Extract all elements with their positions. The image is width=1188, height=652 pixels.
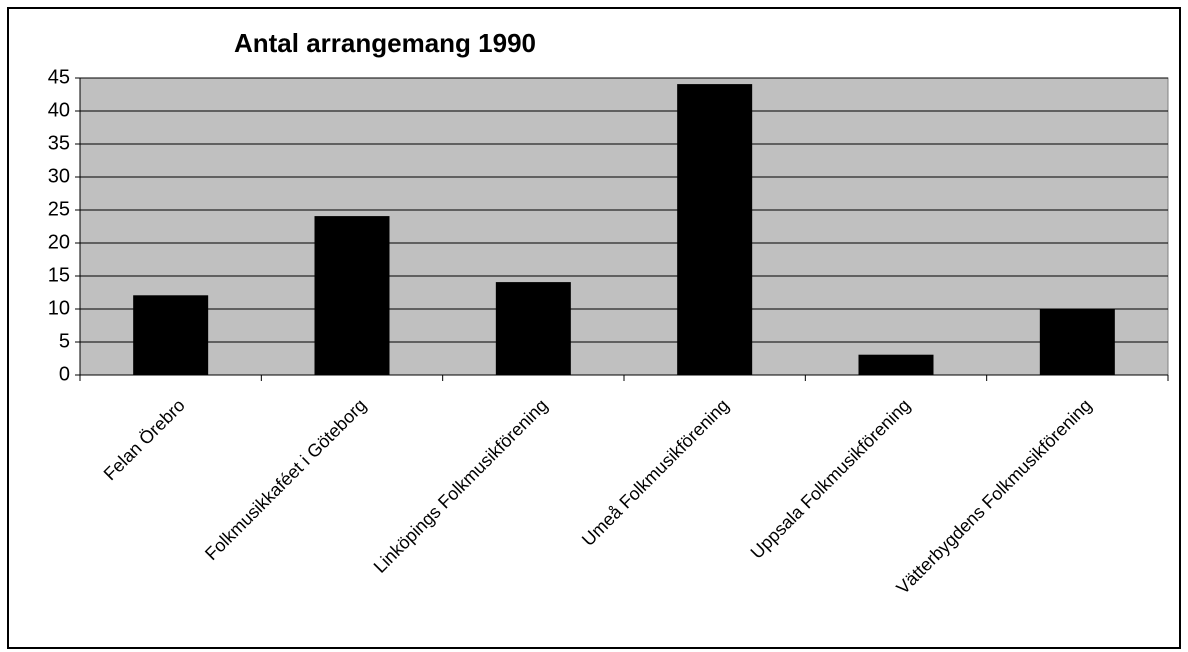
plot-area [79, 77, 1169, 376]
y-tick-label: 10 [48, 297, 70, 319]
bar [133, 295, 209, 376]
bar [677, 84, 753, 376]
bar [858, 354, 934, 376]
chart-title: Antal arrangemang 1990 [234, 28, 536, 58]
y-tick-label: 25 [48, 198, 70, 220]
y-tick-label: 30 [48, 165, 70, 187]
bar [314, 216, 390, 376]
y-tick-label: 15 [48, 264, 70, 286]
bar [1039, 308, 1115, 376]
y-tick-label: 35 [48, 132, 70, 154]
y-tick-label: 40 [48, 99, 70, 121]
y-tick-label: 45 [48, 66, 70, 88]
y-tick-label: 20 [48, 231, 70, 253]
y-tick-label: 5 [59, 330, 70, 352]
y-tick-label: 0 [59, 363, 70, 385]
bar [495, 282, 571, 376]
